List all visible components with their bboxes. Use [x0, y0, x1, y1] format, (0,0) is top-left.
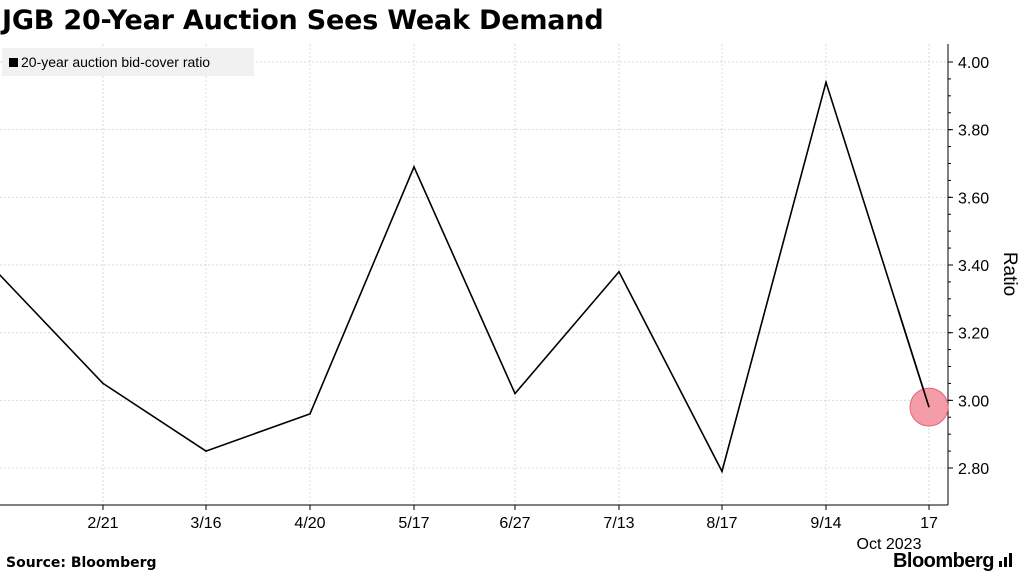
grid-lines [0, 44, 948, 505]
source-note: Source: Bloomberg [6, 555, 157, 571]
legend: 20-year auction bid-cover ratio [2, 48, 254, 76]
data-point [102, 382, 104, 385]
data-point [309, 413, 311, 415]
series-line [0, 79, 930, 474]
chart-title: JGB 20-Year Auction Sees Weak Demand [2, 5, 604, 36]
axes [0, 44, 953, 510]
legend-label: 20-year auction bid-cover ratio [21, 54, 210, 70]
x-tick-label: 6/27 [499, 515, 530, 532]
data-point [413, 166, 415, 168]
x-tick-label: 7/13 [603, 515, 634, 532]
y-tick-label: 3.80 [958, 123, 989, 140]
y-tick-label: 2.80 [958, 461, 989, 478]
y-tick-label: 3.40 [958, 258, 989, 275]
y-tick-label: 3.20 [958, 326, 989, 343]
data-point [514, 392, 516, 395]
y-axis-label: Ratio [999, 252, 1020, 296]
axis-labels: Ratio Oct 2023 2.80 3.00 3.20 3.40 3.60 3.80 4… [87, 55, 1020, 553]
x-tick-label: 9/14 [810, 515, 841, 532]
brand-name: Bloomberg [892, 550, 995, 572]
y-tick-label: 3.00 [958, 393, 989, 410]
x-tick-label: 5/17 [398, 515, 429, 532]
legend-swatch [9, 58, 18, 67]
x-tick-label: 8/17 [706, 515, 737, 532]
x-tick-label: 2/21 [87, 515, 118, 532]
y-tick-label: 4.00 [958, 55, 989, 72]
x-tick-label: 4/20 [294, 515, 325, 532]
data-point [721, 470, 723, 473]
data-point [618, 270, 620, 273]
y-tick-label: 3.60 [958, 190, 989, 207]
data-point [205, 450, 207, 452]
x-tick-label: 3/16 [190, 515, 221, 532]
bar-chart-icon [999, 553, 1012, 568]
brand-logo: Bloomberg [893, 549, 1014, 573]
x-axis-sublabel: Oct 2023 [857, 536, 922, 553]
data-point [0, 274, 1, 276]
series-line-end [897, 309, 930, 408]
legend-background [2, 48, 254, 76]
series-layer [0, 79, 949, 474]
data-point [825, 81, 827, 84]
x-tick-label: 17 [920, 515, 938, 532]
